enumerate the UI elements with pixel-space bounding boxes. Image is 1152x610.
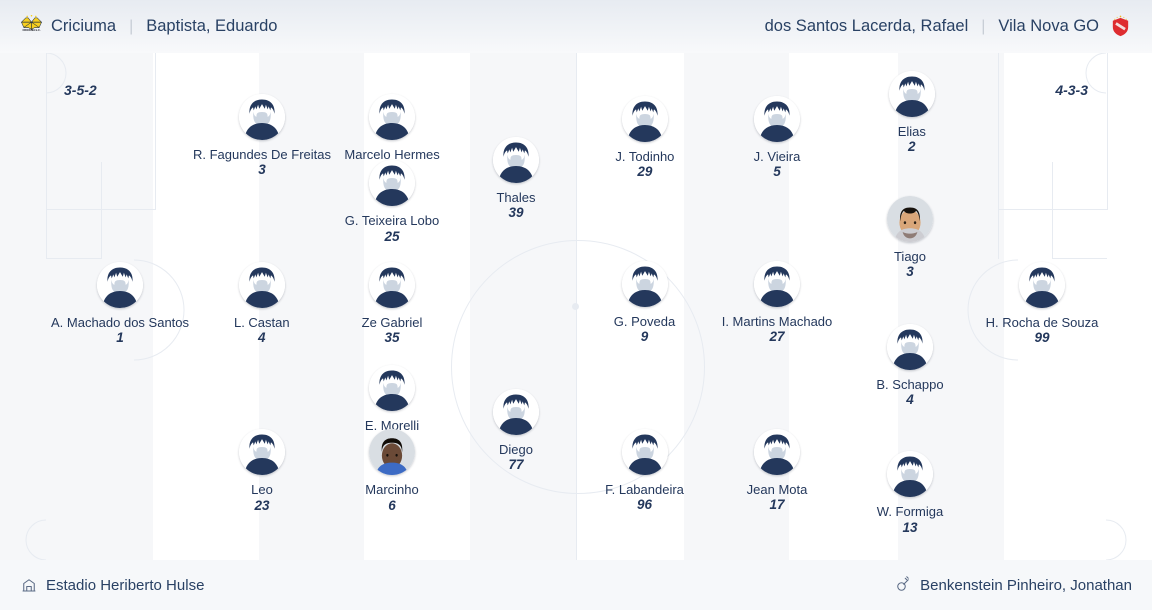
svg-text:CRICIUMA E.C.: CRICIUMA E.C. bbox=[22, 29, 40, 32]
